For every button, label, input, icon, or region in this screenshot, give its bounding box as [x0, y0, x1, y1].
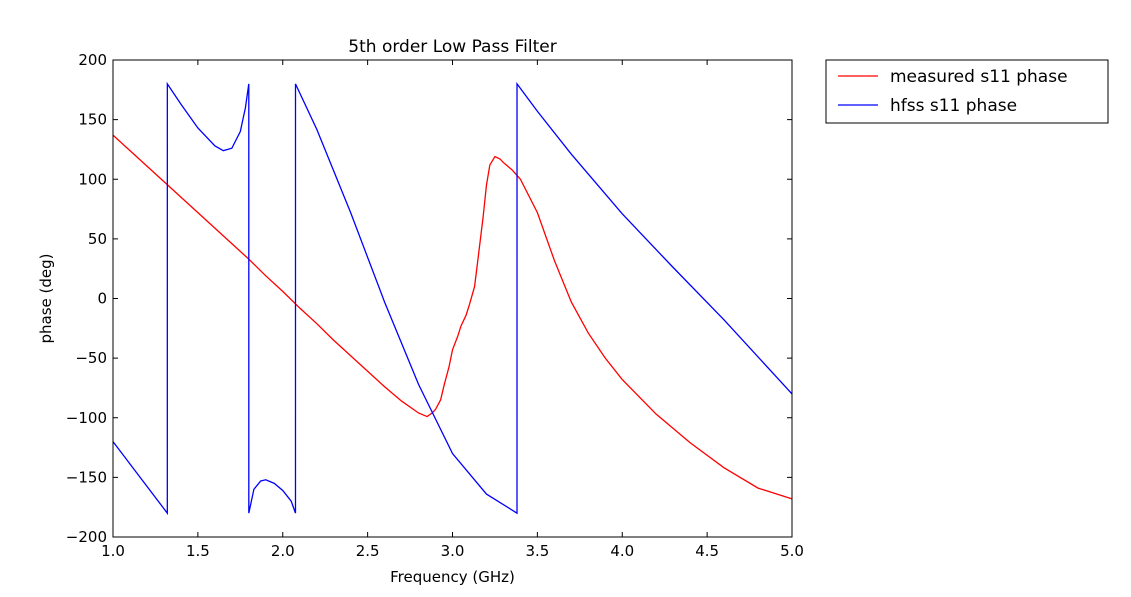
x-tick-label: 1.5	[186, 542, 210, 560]
x-tick-label: 3.0	[441, 542, 465, 560]
y-tick-label: −150	[66, 468, 107, 486]
y-tick-label: 50	[88, 230, 107, 248]
legend-label-measured: measured s11 phase	[890, 67, 1068, 87]
x-tick-label: 4.0	[610, 542, 634, 560]
legend-box	[825, 59, 1109, 124]
series-layer	[112, 81, 793, 516]
x-tick-label: 5.0	[780, 542, 804, 560]
legend-label-hfss: hfss s11 phase	[890, 96, 1017, 116]
x-axis-title: Frequency (GHz)	[390, 568, 515, 586]
chart-title: 5th order Low Pass Filter	[348, 37, 556, 57]
series-line-measured	[112, 134, 793, 500]
y-tick-label: −200	[66, 528, 107, 546]
series-line-hfss	[112, 81, 793, 516]
x-tick-label: 1.0	[101, 542, 125, 560]
y-tick-label: 0	[97, 290, 107, 308]
legend: measured s11 phase hfss s11 phase	[825, 59, 1109, 124]
y-tick-label: 200	[78, 51, 107, 69]
plot-frame	[112, 59, 793, 538]
y-tick-label: 100	[78, 170, 107, 188]
x-tick-label: 2.5	[356, 542, 380, 560]
y-tick-label: −50	[75, 349, 107, 367]
x-tick-label: 3.5	[525, 542, 549, 560]
y-tick-label: 150	[78, 111, 107, 129]
x-tick-label: 2.0	[271, 542, 295, 560]
ticks-layer: 1.0 1.5 2.0 2.5 3.0 3.5 4.0 4.5 5.0 −200 −150 −100 −…	[66, 51, 804, 560]
y-tick-label: −100	[66, 409, 107, 427]
y-axis-title: phase (deg)	[37, 253, 55, 343]
x-tick-label: 4.5	[695, 542, 719, 560]
